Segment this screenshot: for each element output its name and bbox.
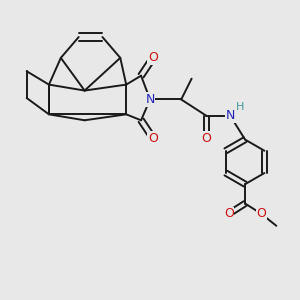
Text: H: H bbox=[236, 103, 244, 112]
Text: O: O bbox=[256, 207, 266, 220]
Text: N: N bbox=[226, 109, 235, 122]
Text: O: O bbox=[202, 132, 212, 145]
Text: N: N bbox=[145, 93, 155, 106]
Text: O: O bbox=[148, 132, 158, 145]
Text: O: O bbox=[148, 51, 158, 64]
Text: O: O bbox=[224, 207, 234, 220]
